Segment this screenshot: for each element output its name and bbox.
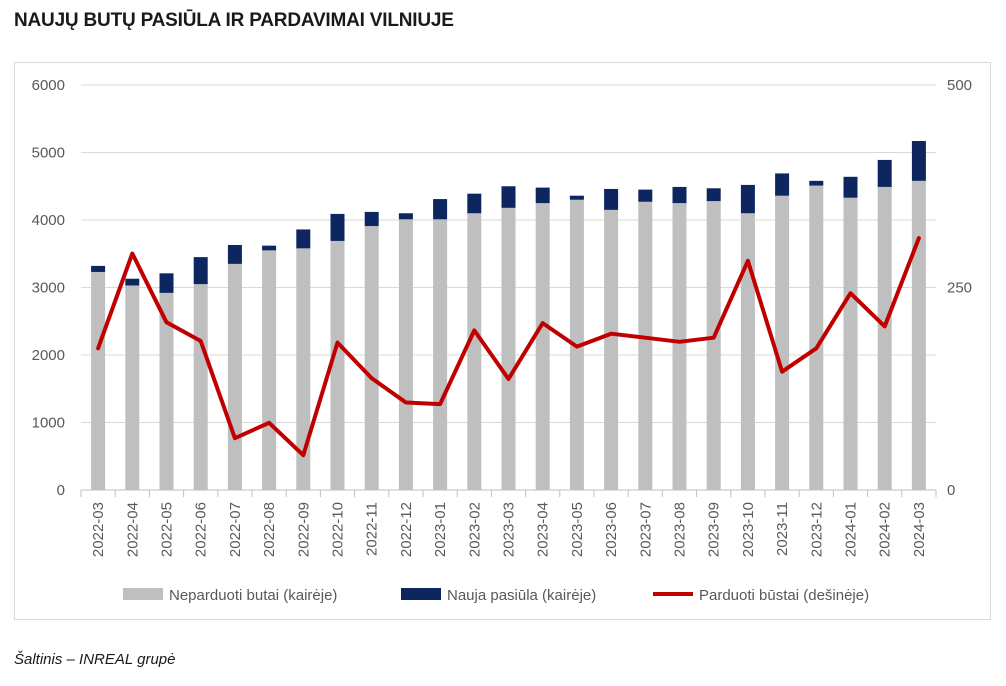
bar-unsold bbox=[706, 201, 721, 490]
x-tick-label: 2022-04 bbox=[124, 502, 141, 557]
bar-unsold bbox=[638, 201, 653, 490]
x-tick-label: 2023-03 bbox=[501, 502, 518, 557]
legend-unsold-label: Neparduoti butai (kairėje) bbox=[169, 587, 337, 604]
bar-new-supply bbox=[433, 199, 448, 220]
bar-unsold bbox=[193, 284, 208, 490]
bar-unsold bbox=[125, 285, 140, 490]
left-tick-label: 1000 bbox=[32, 415, 65, 432]
right-tick-label: 250 bbox=[947, 280, 972, 297]
bar-unsold bbox=[227, 263, 242, 490]
left-tick-label: 3000 bbox=[32, 280, 65, 297]
bar-new-supply bbox=[638, 189, 653, 202]
bar-unsold bbox=[501, 207, 516, 490]
x-tick-label: 2023-09 bbox=[706, 502, 723, 557]
bar-unsold bbox=[843, 197, 858, 490]
legend-sold-label: Parduoti būstai (dešinėje) bbox=[699, 587, 869, 604]
x-tick-label: 2023-04 bbox=[535, 502, 552, 557]
left-tick-label: 6000 bbox=[32, 77, 65, 94]
bar-unsold bbox=[467, 213, 482, 490]
bar-unsold bbox=[604, 209, 619, 490]
bar-new-supply bbox=[125, 278, 140, 286]
x-tick-label: 2023-10 bbox=[740, 502, 757, 557]
legend-new-supply-label: Nauja pasiūla (kairėje) bbox=[447, 587, 596, 604]
x-tick-label: 2024-02 bbox=[877, 502, 894, 557]
bar-new-supply bbox=[740, 184, 755, 214]
left-tick-label: 5000 bbox=[32, 145, 65, 162]
bar-unsold bbox=[740, 213, 755, 490]
chart-svg: 0 1000 2000 3000 4000 5000 6000 0 250 500 2022-03 2… bbox=[32, 77, 972, 604]
x-tick-label: 2023-02 bbox=[466, 502, 483, 557]
x-tick-label: 2022-12 bbox=[398, 502, 415, 557]
bar-new-supply bbox=[91, 265, 106, 272]
x-tick-label: 2022-08 bbox=[261, 502, 278, 557]
x-tick-label: 2022-03 bbox=[90, 502, 107, 557]
bar-unsold bbox=[911, 180, 926, 490]
bar-new-supply bbox=[775, 173, 790, 196]
bar-new-supply bbox=[364, 211, 379, 227]
legend-unsold-swatch bbox=[123, 588, 163, 600]
bar-unsold bbox=[398, 219, 413, 490]
bar-new-supply bbox=[159, 273, 174, 293]
bar-new-supply bbox=[535, 187, 550, 204]
bar-new-supply bbox=[809, 180, 824, 186]
legend-new-supply-swatch bbox=[401, 588, 441, 600]
bar-new-supply bbox=[911, 141, 926, 181]
bar-new-supply bbox=[569, 195, 584, 200]
bar-unsold bbox=[809, 185, 824, 490]
left-tick-label: 4000 bbox=[32, 212, 65, 229]
x-tick-label: 2022-11 bbox=[364, 502, 381, 556]
bar-new-supply bbox=[604, 188, 619, 210]
bar-new-supply bbox=[467, 193, 482, 214]
x-tick-label: 2023-11 bbox=[774, 502, 791, 556]
x-tick-label: 2023-08 bbox=[672, 502, 689, 557]
x-tick-label: 2022-06 bbox=[193, 502, 210, 557]
right-tick-label: 500 bbox=[947, 77, 972, 94]
bar-unsold bbox=[877, 186, 892, 491]
x-tick-label: 2022-05 bbox=[159, 502, 176, 557]
x-tick-label: 2022-09 bbox=[295, 502, 312, 557]
bar-unsold bbox=[433, 219, 448, 490]
x-tick-label: 2024-03 bbox=[911, 502, 928, 557]
bar-new-supply bbox=[672, 186, 687, 204]
bar-unsold bbox=[672, 203, 687, 490]
bar-new-supply bbox=[330, 213, 345, 241]
x-tick-label: 2023-12 bbox=[808, 502, 825, 557]
bar-unsold bbox=[159, 292, 174, 490]
bar-unsold bbox=[330, 240, 345, 490]
bar-new-supply bbox=[706, 188, 721, 202]
source-note: Šaltinis – INREAL grupė bbox=[14, 651, 176, 668]
x-tick-label: 2023-06 bbox=[603, 502, 620, 557]
x-tick-label: 2023-07 bbox=[637, 502, 654, 557]
left-tick-label: 2000 bbox=[32, 347, 65, 364]
chart-area: 0 1000 2000 3000 4000 5000 6000 0 250 500 2022-03 2… bbox=[14, 62, 991, 620]
bar-new-supply bbox=[193, 257, 208, 285]
bar-new-supply bbox=[501, 186, 516, 208]
x-tick-label: 2023-05 bbox=[569, 502, 586, 557]
bar-new-supply bbox=[262, 245, 277, 251]
bar-new-supply bbox=[296, 229, 311, 249]
x-tick-label: 2023-01 bbox=[432, 502, 449, 557]
line-sold bbox=[96, 236, 921, 458]
chart-title: NAUJŲ BUTŲ PASIŪLA IR PARDAVIMAI VILNIUJ… bbox=[14, 10, 454, 31]
bar-unsold bbox=[364, 226, 379, 490]
left-tick-label: 0 bbox=[57, 482, 65, 499]
x-tick-label: 2022-10 bbox=[330, 502, 347, 557]
bar-new-supply bbox=[843, 176, 858, 198]
bar-unsold bbox=[91, 271, 106, 490]
bar-unsold bbox=[262, 250, 277, 490]
bar-new-supply bbox=[227, 244, 242, 264]
bar-unsold bbox=[296, 248, 311, 490]
x-tick-label: 2022-07 bbox=[227, 502, 244, 557]
bar-unsold bbox=[775, 195, 790, 490]
right-tick-label: 0 bbox=[947, 482, 955, 499]
bar-new-supply bbox=[877, 159, 892, 187]
bar-unsold bbox=[535, 203, 550, 490]
bar-new-supply bbox=[398, 213, 413, 220]
x-tick-label: 2024-01 bbox=[843, 502, 860, 557]
